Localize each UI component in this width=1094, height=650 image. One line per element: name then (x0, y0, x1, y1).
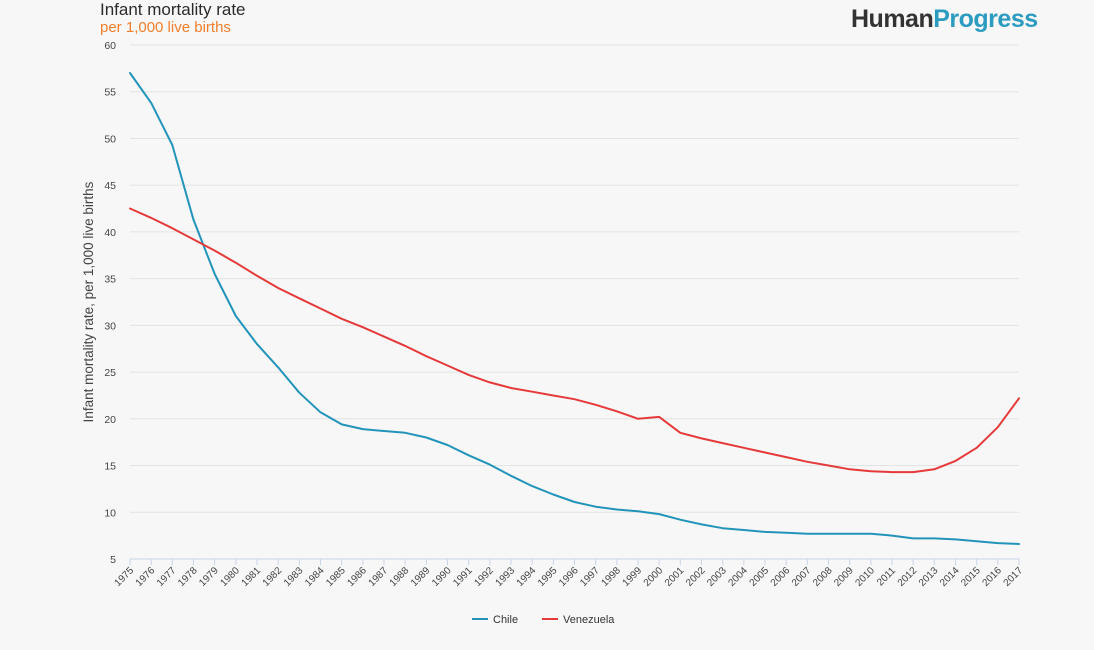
legend-label: Chile (493, 614, 518, 626)
x-tick-label: 2010 (853, 565, 877, 589)
y-tick-label: 40 (104, 227, 116, 239)
y-tick-label: 60 (104, 40, 116, 52)
x-tick-label: 2001 (663, 565, 687, 589)
series-lines (129, 72, 1020, 545)
x-tick-label: 2005 (748, 565, 772, 589)
x-tick-label: 1979 (197, 565, 221, 589)
x-tick-label: 2008 (811, 565, 835, 589)
x-tick-label: 1991 (451, 565, 475, 589)
x-tick-label: 2015 (959, 565, 983, 589)
x-tick-label: 2000 (642, 565, 666, 589)
x-tick-label: 2017 (1002, 565, 1026, 589)
y-tick-label: 50 (104, 133, 116, 145)
y-tick-label: 30 (104, 320, 116, 332)
y-tick-label: 25 (104, 367, 116, 379)
x-tick-label: 1992 (472, 565, 496, 589)
series-line-venezuela[interactable] (129, 207, 1020, 474)
x-tick-label: 1999 (621, 565, 645, 589)
x-tick-label: 1993 (494, 565, 518, 589)
x-tick-label: 2007 (790, 565, 814, 589)
y-tick-label: 55 (104, 87, 116, 99)
x-tick-label: 1994 (515, 565, 539, 589)
chart-subtitle: per 1,000 live births (100, 19, 231, 36)
legend: Chile Venezuela (472, 614, 615, 626)
logo-part-progress: Progress (933, 5, 1038, 33)
x-tick-label: 1981 (240, 565, 264, 589)
x-tick-label: 2014 (938, 565, 962, 589)
x-tick-label: 2004 (726, 565, 750, 589)
y-tick-label: 10 (104, 507, 116, 519)
x-tick-label: 1986 (345, 565, 369, 589)
x-tick-label: 2009 (832, 565, 856, 589)
x-tick-label: 1982 (261, 565, 285, 589)
x-tick-label: 1996 (557, 565, 581, 589)
x-tick-label: 1975 (113, 565, 137, 589)
x-tick-label: 2002 (684, 565, 708, 589)
x-tick-label: 2016 (980, 565, 1004, 589)
legend-label: Venezuela (563, 614, 615, 626)
x-tick-label: 1997 (578, 565, 602, 589)
x-tick-label: 2003 (705, 565, 729, 589)
x-tick-label: 1980 (218, 565, 242, 589)
y-tick-label: 35 (104, 274, 116, 286)
x-tick-label: 2011 (875, 565, 898, 588)
legend-item-venezuela[interactable]: Venezuela (542, 614, 615, 626)
x-tick-label: 1988 (388, 565, 412, 589)
y-tick-label: 5 (110, 554, 116, 566)
x-tick-label: 1977 (155, 565, 179, 589)
x-tick-label: 2012 (896, 565, 920, 589)
x-tick-label: 1983 (282, 565, 306, 589)
y-axis-label: Infant mortality rate, per 1,000 live bi… (81, 181, 96, 422)
x-tick-label: 1989 (409, 565, 433, 589)
chart-title: Infant mortality rate (100, 0, 246, 19)
logo-part-human: Human (851, 5, 934, 33)
x-tick-label: 1998 (599, 565, 623, 589)
x-axis: 1975197619771978197919801981198219831984… (113, 558, 1026, 589)
x-tick-label: 1990 (430, 565, 454, 589)
y-tick-label: 20 (104, 414, 116, 426)
y-tick-label: 45 (104, 180, 116, 192)
x-tick-label: 1987 (367, 565, 391, 589)
x-tick-label: 1995 (536, 565, 560, 589)
gridlines (130, 44, 1019, 513)
x-tick-label: 1976 (134, 565, 158, 589)
y-axis-tick-labels: 5 10 15 20 25 30 35 40 45 50 55 60 (104, 40, 116, 566)
series-line-chile[interactable] (129, 72, 1020, 545)
x-tick-label: 1984 (303, 565, 327, 589)
legend-item-chile[interactable]: Chile (472, 614, 518, 626)
y-tick-label: 15 (104, 461, 116, 473)
x-tick-label: 1978 (176, 565, 200, 589)
x-tick-label: 2013 (917, 565, 941, 589)
humanprogress-logo[interactable]: HumanProgress (851, 4, 1038, 34)
x-tick-label: 2006 (769, 565, 793, 589)
x-tick-label: 1985 (324, 565, 348, 589)
